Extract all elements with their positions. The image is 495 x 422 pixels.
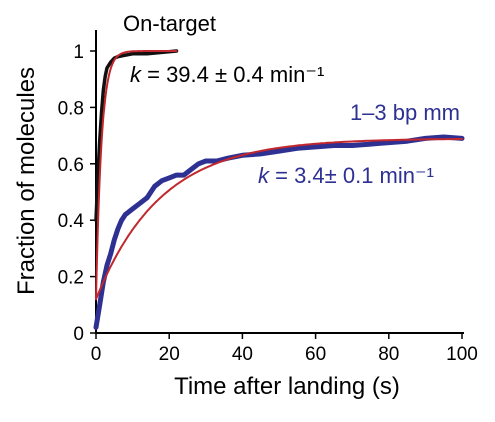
- x-tick-label: 80: [378, 344, 399, 365]
- y-tick-label: 1: [73, 42, 84, 63]
- y-tick-label: 0.8: [58, 98, 84, 119]
- on-target-trace: [94, 49, 179, 222]
- y-tick-label: 0.4: [58, 211, 85, 232]
- chart-series: [93, 49, 465, 330]
- x-tick-label: 0: [91, 344, 102, 365]
- annotation-mismatch: 1–3 bp mm: [350, 100, 460, 125]
- x-axis-title: Time after landing (s): [174, 373, 400, 400]
- annotation-on-target: On-target: [123, 11, 216, 36]
- x-tick-label: 60: [305, 344, 326, 365]
- x-tick-label: 20: [159, 344, 180, 365]
- x-tick-label: 40: [232, 344, 253, 365]
- mismatch-trace: [93, 134, 465, 330]
- x-tick-label: 100: [446, 344, 478, 365]
- y-tick-label: 0: [73, 324, 84, 345]
- annotation-mismatch-rate: k = 3.4± 0.1 min⁻¹: [258, 163, 434, 188]
- on-target-fit-curve: [95, 50, 178, 301]
- y-tick-label: 0.2: [58, 268, 84, 289]
- y-tick-label: 0.6: [58, 155, 84, 176]
- annotation-on-target-rate: k = 39.4 ± 0.4 min⁻¹: [130, 62, 324, 87]
- y-axis-title: Fraction of molecules: [13, 67, 40, 295]
- axis-ticks: 0 20 40 60 80 100 0 0.2 0.4 0.6 0.8 1: [58, 42, 478, 365]
- mismatch-fit-curve: [95, 138, 463, 301]
